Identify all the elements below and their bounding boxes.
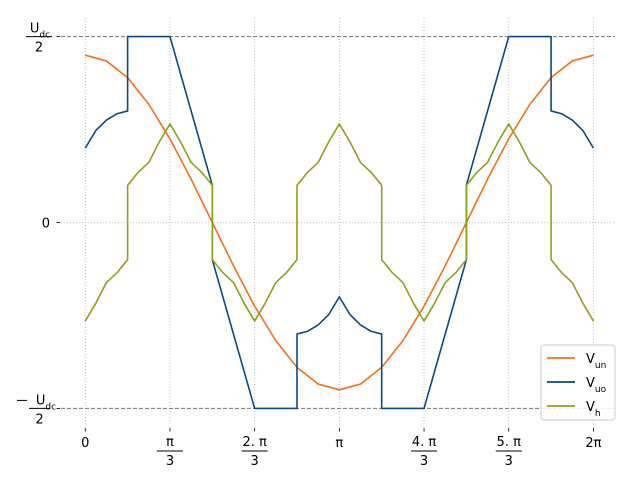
x-tick-label: π: [335, 436, 343, 451]
x-tick-label-numerator: 2. π: [242, 435, 267, 450]
y-tick-numerator: Udc: [30, 22, 50, 41]
series-line-vh: [84, 123, 595, 322]
x-tick-label: 0: [81, 436, 89, 451]
y-tick-denominator: 2: [35, 412, 43, 427]
y-tick-label: 0: [42, 217, 50, 232]
legend-box: [540, 344, 616, 421]
legend-label: Vuo: [586, 376, 607, 395]
x-tick-label-denominator: 3: [166, 454, 174, 469]
x-tick-label-denominator: 3: [420, 454, 428, 469]
series-line-vuo: [84, 35, 595, 410]
y-tick-denominator: 2: [35, 41, 43, 56]
x-tick-label-numerator: 5. π: [497, 435, 522, 450]
x-tick-label-numerator: 4. π: [412, 435, 437, 450]
legend: Vun Vuo Vh: [540, 344, 616, 421]
series-line-vun: [85, 54, 594, 391]
x-tick-label-denominator: 3: [505, 454, 513, 469]
x-axis-ticks: 0 π 3 2. π 3 π 4. π 3 5. π 3 2π: [81, 428, 602, 469]
legend-label: Vun: [586, 352, 606, 371]
x-tick-label-numerator: π: [166, 435, 174, 450]
series-layer: [84, 35, 595, 410]
legend-label: Vh: [586, 400, 601, 419]
x-tick-label-denominator: 3: [251, 454, 259, 469]
x-tick-label: 2π: [585, 436, 601, 451]
y-tick-numerator: Udc: [36, 393, 56, 412]
grid: [61, 18, 615, 427]
